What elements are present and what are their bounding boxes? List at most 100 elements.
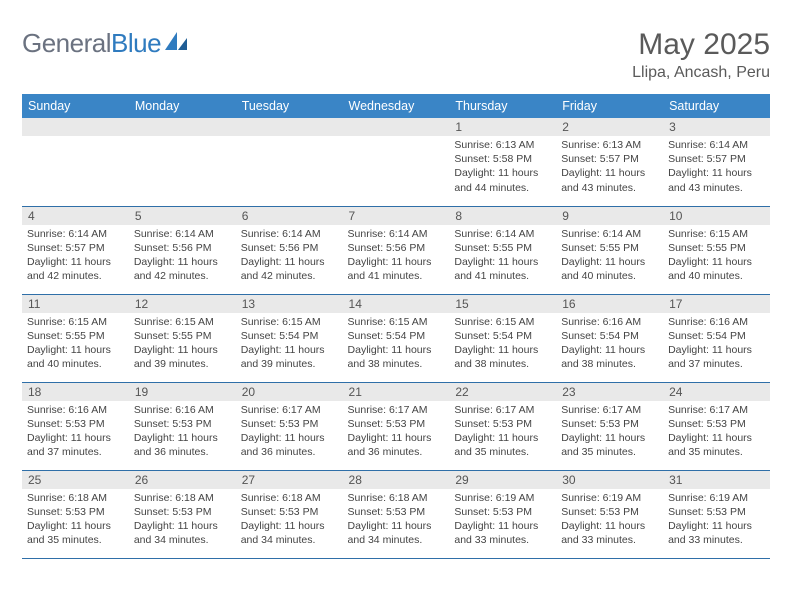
day-number [22,118,129,136]
calendar-cell: 2Sunrise: 6:13 AMSunset: 5:57 PMDaylight… [556,118,663,206]
day-number: 31 [663,471,770,489]
day-number: 30 [556,471,663,489]
calendar-cell: 28Sunrise: 6:18 AMSunset: 5:53 PMDayligh… [343,470,450,558]
calendar-cell: 18Sunrise: 6:16 AMSunset: 5:53 PMDayligh… [22,382,129,470]
calendar-week-row: 1Sunrise: 6:13 AMSunset: 5:58 PMDaylight… [22,118,770,206]
day-content: Sunrise: 6:17 AMSunset: 5:53 PMDaylight:… [236,401,343,464]
calendar-cell: 1Sunrise: 6:13 AMSunset: 5:58 PMDaylight… [449,118,556,206]
header: GeneralBlue May 2025 Llipa, Ancash, Peru [22,28,770,82]
day-number: 5 [129,207,236,225]
day-number: 24 [663,383,770,401]
day-header: Saturday [663,94,770,118]
calendar-cell: 14Sunrise: 6:15 AMSunset: 5:54 PMDayligh… [343,294,450,382]
day-content: Sunrise: 6:18 AMSunset: 5:53 PMDaylight:… [236,489,343,552]
calendar-cell: 26Sunrise: 6:18 AMSunset: 5:53 PMDayligh… [129,470,236,558]
calendar-cell: 11Sunrise: 6:15 AMSunset: 5:55 PMDayligh… [22,294,129,382]
day-number: 11 [22,295,129,313]
day-content: Sunrise: 6:18 AMSunset: 5:53 PMDaylight:… [129,489,236,552]
day-number: 14 [343,295,450,313]
calendar-cell: 10Sunrise: 6:15 AMSunset: 5:55 PMDayligh… [663,206,770,294]
calendar-cell: 20Sunrise: 6:17 AMSunset: 5:53 PMDayligh… [236,382,343,470]
calendar-cell: 9Sunrise: 6:14 AMSunset: 5:55 PMDaylight… [556,206,663,294]
calendar-cell: 21Sunrise: 6:17 AMSunset: 5:53 PMDayligh… [343,382,450,470]
day-content: Sunrise: 6:13 AMSunset: 5:57 PMDaylight:… [556,136,663,199]
calendar-header-row: SundayMondayTuesdayWednesdayThursdayFrid… [22,94,770,118]
day-number: 7 [343,207,450,225]
day-number: 19 [129,383,236,401]
day-content: Sunrise: 6:18 AMSunset: 5:53 PMDaylight:… [343,489,450,552]
calendar-cell: 30Sunrise: 6:19 AMSunset: 5:53 PMDayligh… [556,470,663,558]
day-number: 4 [22,207,129,225]
day-content: Sunrise: 6:14 AMSunset: 5:57 PMDaylight:… [663,136,770,199]
calendar-cell: 25Sunrise: 6:18 AMSunset: 5:53 PMDayligh… [22,470,129,558]
calendar-week-row: 25Sunrise: 6:18 AMSunset: 5:53 PMDayligh… [22,470,770,558]
calendar-cell: 6Sunrise: 6:14 AMSunset: 5:56 PMDaylight… [236,206,343,294]
calendar-cell: 19Sunrise: 6:16 AMSunset: 5:53 PMDayligh… [129,382,236,470]
day-number: 21 [343,383,450,401]
day-number [343,118,450,136]
month-title: May 2025 [632,28,770,62]
day-number: 29 [449,471,556,489]
calendar-body: 1Sunrise: 6:13 AMSunset: 5:58 PMDaylight… [22,118,770,558]
calendar-cell [343,118,450,206]
day-content: Sunrise: 6:16 AMSunset: 5:54 PMDaylight:… [556,313,663,376]
day-content: Sunrise: 6:16 AMSunset: 5:53 PMDaylight:… [129,401,236,464]
calendar-cell: 27Sunrise: 6:18 AMSunset: 5:53 PMDayligh… [236,470,343,558]
day-content: Sunrise: 6:15 AMSunset: 5:55 PMDaylight:… [663,225,770,288]
day-header: Wednesday [343,94,450,118]
day-number: 18 [22,383,129,401]
calendar-week-row: 11Sunrise: 6:15 AMSunset: 5:55 PMDayligh… [22,294,770,382]
calendar-cell: 15Sunrise: 6:15 AMSunset: 5:54 PMDayligh… [449,294,556,382]
day-content: Sunrise: 6:16 AMSunset: 5:54 PMDaylight:… [663,313,770,376]
calendar-cell [22,118,129,206]
day-content: Sunrise: 6:18 AMSunset: 5:53 PMDaylight:… [22,489,129,552]
logo-word-blue: Blue [111,28,161,58]
day-content: Sunrise: 6:15 AMSunset: 5:54 PMDaylight:… [343,313,450,376]
day-number: 9 [556,207,663,225]
day-content: Sunrise: 6:19 AMSunset: 5:53 PMDaylight:… [663,489,770,552]
day-content: Sunrise: 6:19 AMSunset: 5:53 PMDaylight:… [556,489,663,552]
calendar-week-row: 18Sunrise: 6:16 AMSunset: 5:53 PMDayligh… [22,382,770,470]
calendar-cell: 5Sunrise: 6:14 AMSunset: 5:56 PMDaylight… [129,206,236,294]
calendar-cell: 22Sunrise: 6:17 AMSunset: 5:53 PMDayligh… [449,382,556,470]
day-content: Sunrise: 6:15 AMSunset: 5:54 PMDaylight:… [236,313,343,376]
day-content: Sunrise: 6:17 AMSunset: 5:53 PMDaylight:… [556,401,663,464]
day-number: 26 [129,471,236,489]
calendar-cell: 7Sunrise: 6:14 AMSunset: 5:56 PMDaylight… [343,206,450,294]
day-number: 3 [663,118,770,136]
logo: GeneralBlue [22,28,189,59]
day-content: Sunrise: 6:15 AMSunset: 5:55 PMDaylight:… [22,313,129,376]
day-number: 25 [22,471,129,489]
logo-word-general: General [22,28,111,58]
day-header: Friday [556,94,663,118]
day-header: Sunday [22,94,129,118]
day-number: 16 [556,295,663,313]
day-number: 13 [236,295,343,313]
day-content: Sunrise: 6:17 AMSunset: 5:53 PMDaylight:… [343,401,450,464]
day-number: 15 [449,295,556,313]
day-content: Sunrise: 6:15 AMSunset: 5:55 PMDaylight:… [129,313,236,376]
calendar-cell: 24Sunrise: 6:17 AMSunset: 5:53 PMDayligh… [663,382,770,470]
day-content: Sunrise: 6:14 AMSunset: 5:55 PMDaylight:… [556,225,663,288]
day-number [129,118,236,136]
day-content: Sunrise: 6:15 AMSunset: 5:54 PMDaylight:… [449,313,556,376]
day-header: Thursday [449,94,556,118]
day-header: Monday [129,94,236,118]
day-number: 22 [449,383,556,401]
logo-text: GeneralBlue [22,28,161,59]
calendar-cell: 8Sunrise: 6:14 AMSunset: 5:55 PMDaylight… [449,206,556,294]
calendar-cell: 23Sunrise: 6:17 AMSunset: 5:53 PMDayligh… [556,382,663,470]
day-header: Tuesday [236,94,343,118]
day-content: Sunrise: 6:13 AMSunset: 5:58 PMDaylight:… [449,136,556,199]
calendar-cell: 4Sunrise: 6:14 AMSunset: 5:57 PMDaylight… [22,206,129,294]
day-number: 6 [236,207,343,225]
day-number [236,118,343,136]
location: Llipa, Ancash, Peru [632,64,770,82]
day-content: Sunrise: 6:14 AMSunset: 5:56 PMDaylight:… [129,225,236,288]
day-number: 1 [449,118,556,136]
day-number: 17 [663,295,770,313]
day-number: 27 [236,471,343,489]
day-number: 2 [556,118,663,136]
day-content: Sunrise: 6:16 AMSunset: 5:53 PMDaylight:… [22,401,129,464]
day-content: Sunrise: 6:17 AMSunset: 5:53 PMDaylight:… [449,401,556,464]
